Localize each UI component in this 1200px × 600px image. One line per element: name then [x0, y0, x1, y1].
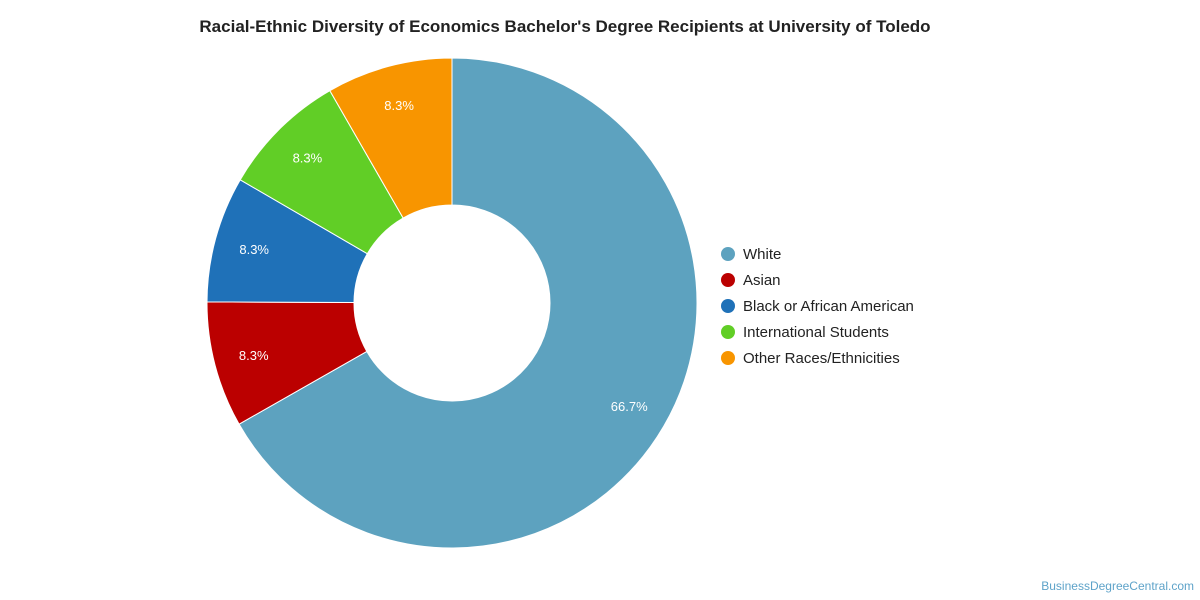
chart-legend: White Asian Black or African American In…	[721, 241, 914, 371]
legend-dot-icon	[721, 247, 735, 261]
legend-label: International Students	[743, 323, 889, 341]
slice-label: 8.3%	[239, 242, 269, 257]
legend-label: Other Races/Ethnicities	[743, 349, 900, 367]
legend-item-international-students[interactable]: International Students	[721, 319, 914, 345]
legend-dot-icon	[721, 325, 735, 339]
legend-label: Asian	[743, 271, 781, 289]
legend-label: Black or African American	[743, 297, 914, 315]
slice-label: 8.3%	[384, 98, 414, 113]
site-credit[interactable]: BusinessDegreeCentral.com	[1041, 579, 1194, 593]
slice-label: 8.3%	[239, 348, 269, 363]
legend-dot-icon	[721, 299, 735, 313]
legend-item-asian[interactable]: Asian	[721, 267, 914, 293]
legend-item-white[interactable]: White	[721, 241, 914, 267]
legend-dot-icon	[721, 351, 735, 365]
slice-label: 66.7%	[611, 399, 648, 414]
legend-item-other-races-ethnicities[interactable]: Other Races/Ethnicities	[721, 345, 914, 371]
legend-item-black-or-african-american[interactable]: Black or African American	[721, 293, 914, 319]
chart-title: Racial-Ethnic Diversity of Economics Bac…	[199, 17, 931, 36]
pie-slice-other-races-ethnicities[interactable]	[329, 57, 453, 219]
legend-dot-icon	[721, 273, 735, 287]
pie-slice-white[interactable]	[238, 57, 698, 549]
legend-label: White	[743, 245, 782, 263]
slice-label: 8.3%	[293, 151, 323, 166]
